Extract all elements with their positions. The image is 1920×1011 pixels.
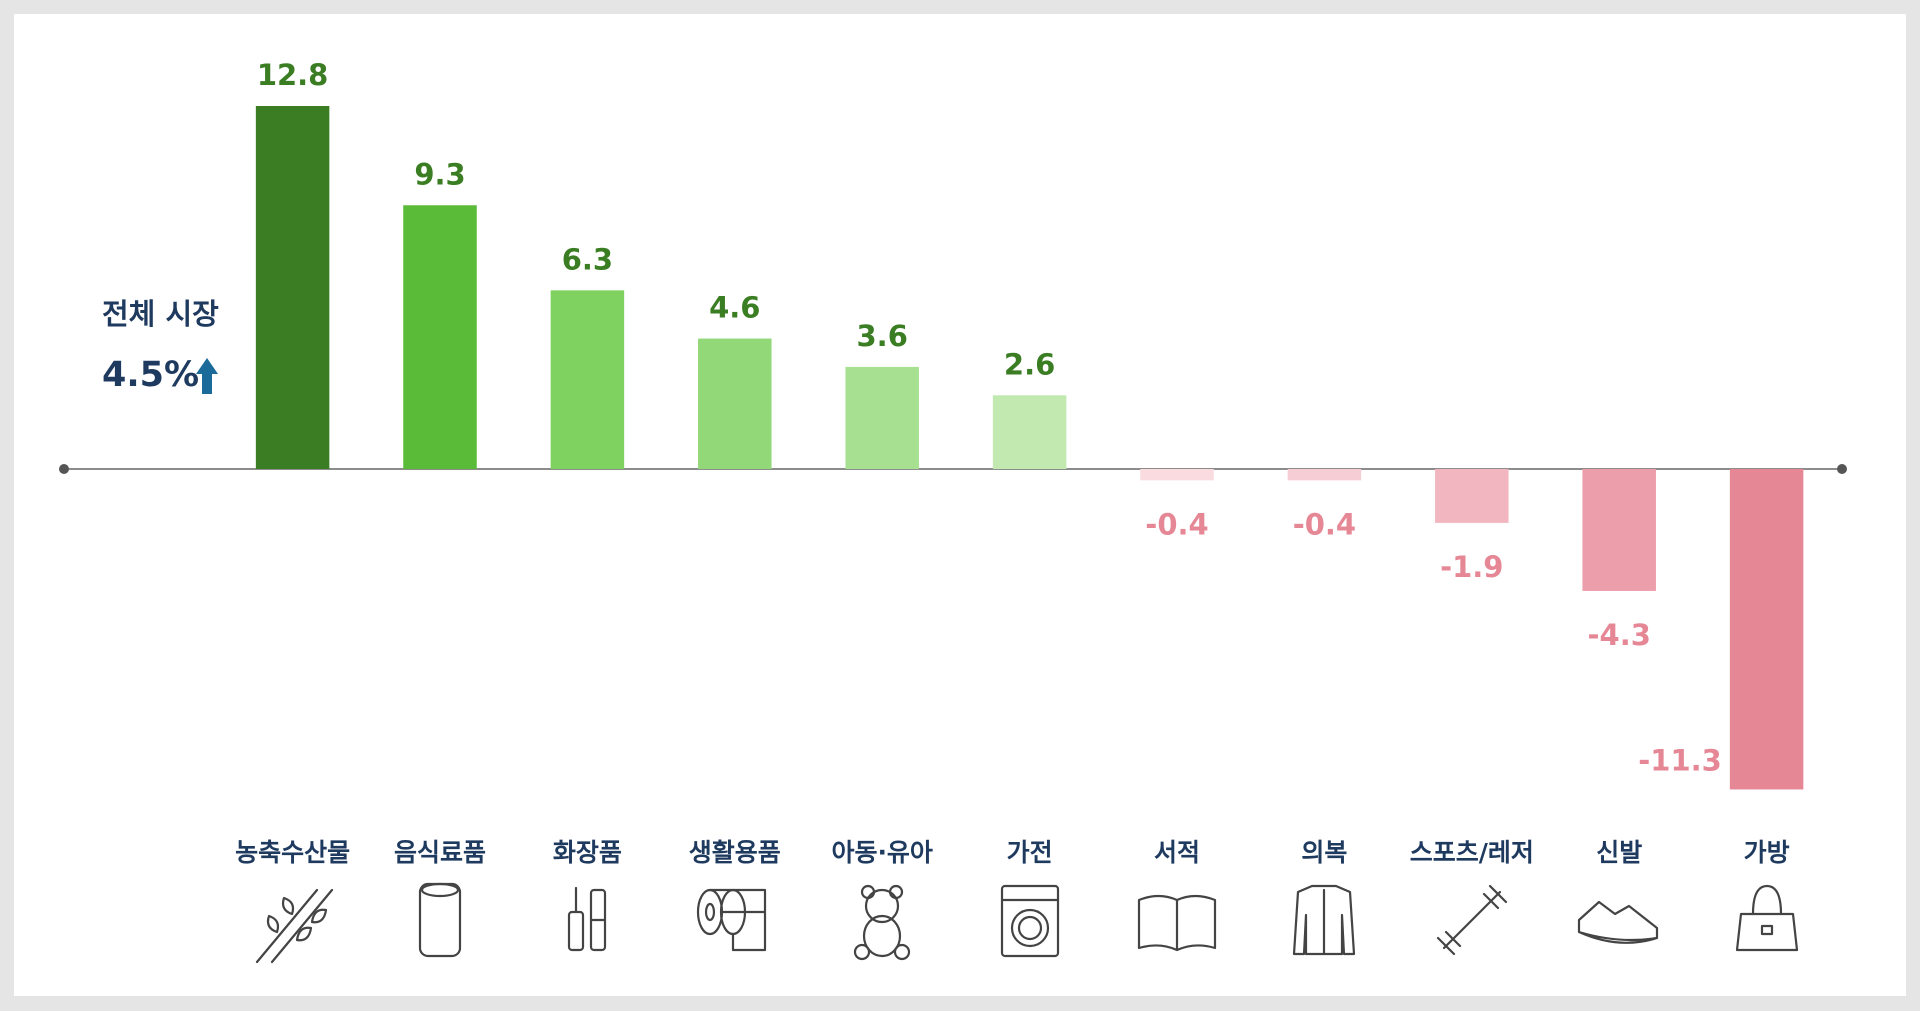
value-label: -11.3 (1638, 743, 1722, 777)
x-tick-label: 화장품 (553, 838, 622, 867)
axis-end (59, 464, 69, 474)
value-label: 2.6 (1004, 347, 1055, 381)
x-tick-label: 생활용품 (689, 838, 781, 867)
bar (698, 338, 772, 469)
bar (992, 395, 1067, 469)
x-tick-label: 의복 (1301, 838, 1347, 867)
bar (1140, 469, 1214, 481)
bar (403, 205, 477, 469)
value-label: 4.6 (709, 291, 760, 325)
value-label: 9.3 (414, 157, 465, 191)
x-tick-label: 가전 (1007, 838, 1053, 867)
bar (1435, 469, 1509, 523)
x-tick-label: 음식료품 (394, 838, 486, 867)
x-tick-label: 서적 (1154, 838, 1200, 867)
x-tick-label: 가방 (1744, 838, 1790, 867)
bar (255, 106, 330, 469)
x-tick-label: 스포츠/레저 (1410, 838, 1534, 867)
axis-end (1837, 464, 1847, 474)
icons (255, 882, 1799, 964)
x-tick-label: 농축수산물 (235, 838, 350, 867)
value-label: -4.3 (1587, 618, 1650, 652)
value-label: -1.9 (1440, 550, 1503, 584)
value-label: 12.8 (257, 58, 329, 92)
x-tick-label: 아동·유아 (831, 838, 933, 867)
value-label: 6.3 (562, 242, 613, 276)
up-arrow (196, 358, 218, 394)
value-label: -0.4 (1293, 507, 1356, 541)
bar (1287, 469, 1362, 481)
annotation: 전체 시장 (102, 297, 219, 331)
annotation-value: 4.5% (102, 355, 199, 395)
x-tick-label: 신발 (1596, 838, 1642, 867)
value-label: 3.6 (857, 319, 908, 353)
bar (1582, 469, 1656, 591)
bar (845, 366, 919, 469)
bar (1729, 469, 1804, 790)
bar (550, 290, 625, 469)
value-label: -0.4 (1145, 507, 1208, 541)
